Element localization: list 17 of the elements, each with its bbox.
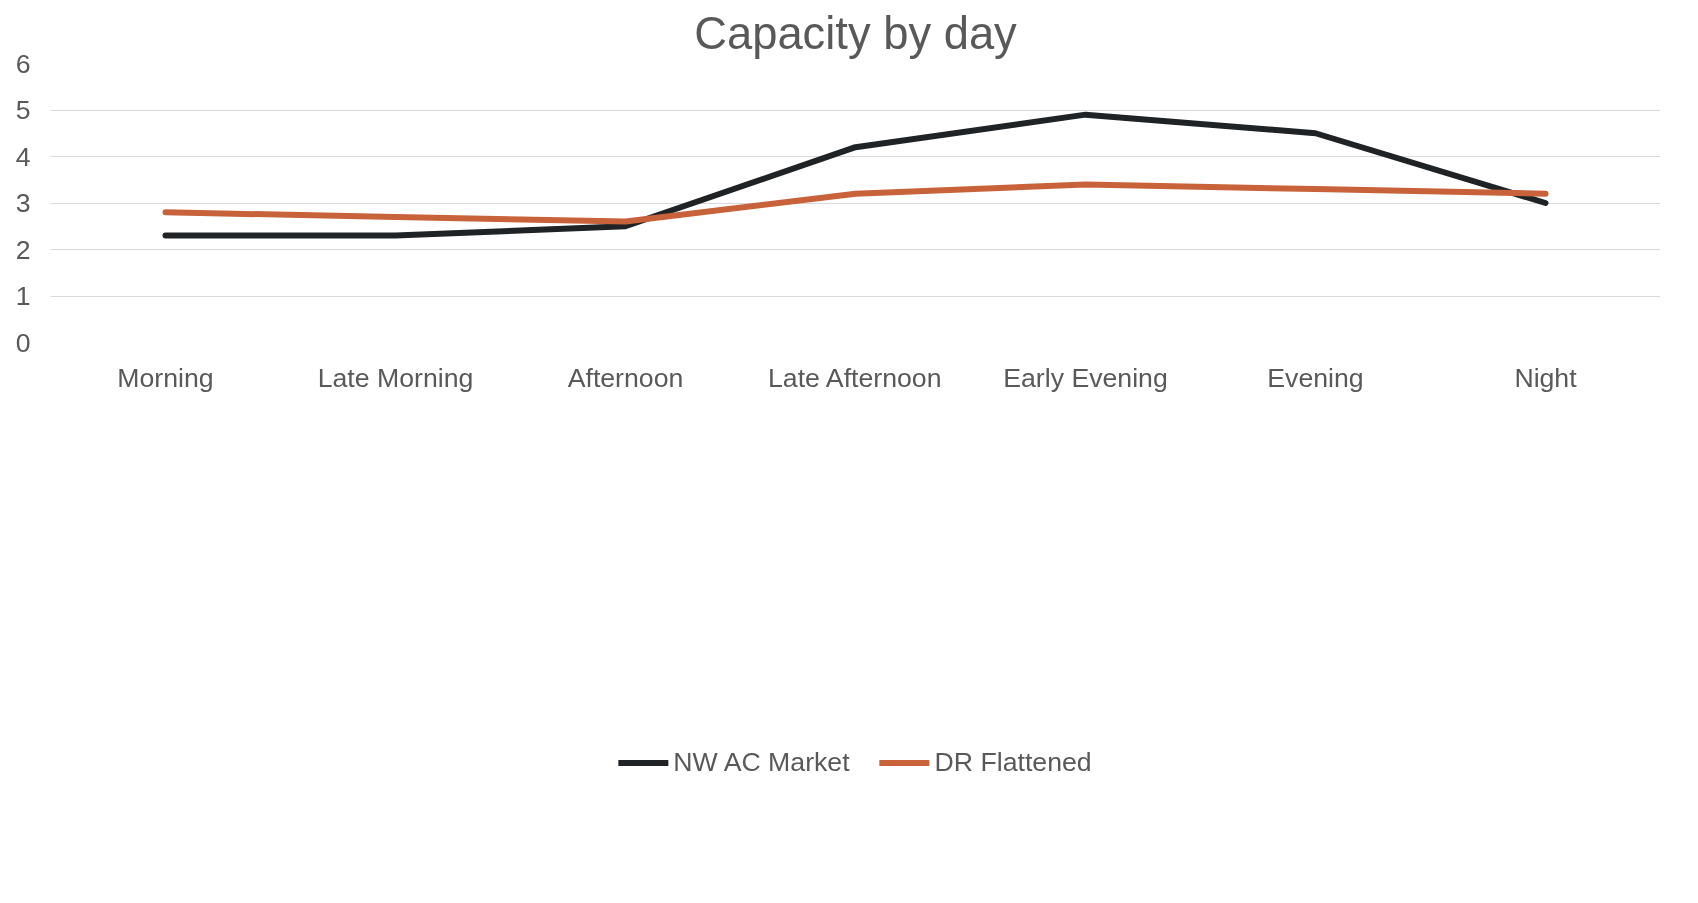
y-tick-label: 3	[15, 188, 31, 218]
x-tick-label: Afternoon	[567, 362, 684, 393]
legend-label: DR Flattened	[934, 746, 1092, 778]
y-tick-label: 5	[15, 95, 31, 125]
x-tick-label: Morning	[117, 362, 214, 393]
legend-label: NW AC Market	[673, 746, 850, 778]
x-tick-label: Night	[1514, 362, 1578, 393]
y-tick-label: 4	[15, 141, 31, 172]
y-tick-label: 6	[15, 48, 31, 79]
x-tick-label: Late Afternoon	[768, 362, 942, 393]
x-tick-label: Early Evening	[1003, 362, 1168, 393]
x-tick-label: Late Morning	[317, 362, 474, 393]
x-tick-label: Evening	[1267, 362, 1364, 393]
y-tick-label: 1	[15, 281, 31, 311]
y-tick-label: 0	[15, 327, 31, 358]
y-tick-label: 2	[15, 234, 31, 265]
chart-title: Capacity by day	[694, 7, 1018, 59]
